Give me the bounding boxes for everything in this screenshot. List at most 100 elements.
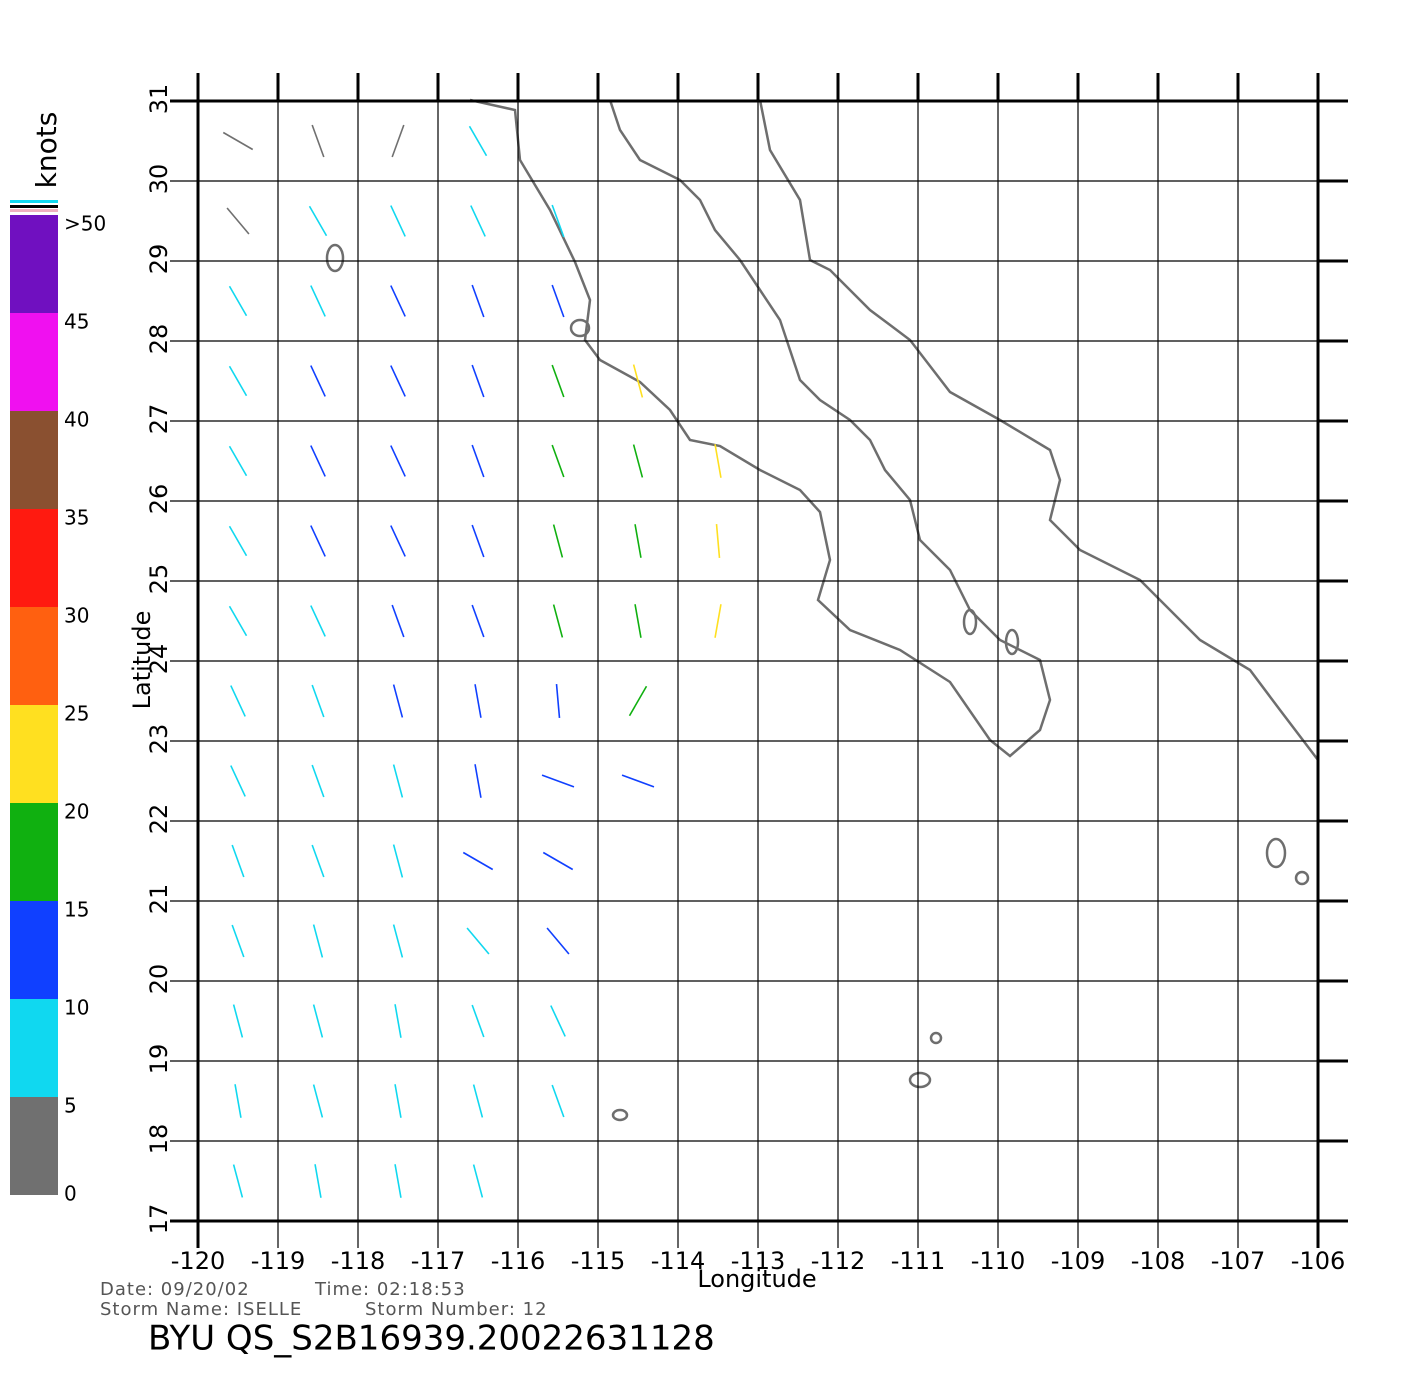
x-tick-label: -113 [731,1247,785,1275]
wind-vector [390,365,406,397]
y-tick-label: 30 [145,164,173,195]
wind-vector [232,1004,244,1038]
date: Date: 09/20/02 [100,1279,250,1300]
wind-vector [474,684,482,718]
y-tick-label: 29 [145,244,173,275]
colorbar-tick-label: 35 [64,506,89,530]
wind-vector [311,764,325,798]
wind-vector [546,927,570,955]
time: Time: 02:18:53 [314,1279,466,1300]
colorbar-tick-label: >50 [64,212,106,236]
wind-vector [228,605,248,637]
colorbar-tick-label: 45 [64,310,89,334]
colorbar-bin [10,313,58,411]
island [929,1031,943,1045]
y-tick-label: 21 [145,884,173,915]
x-tick-label: -106 [1291,1247,1345,1275]
island [325,243,345,273]
coastline [325,98,1319,1122]
wind-vector [228,285,248,317]
x-tick-label: -109 [1051,1247,1105,1275]
wind-vector [632,444,644,478]
wind-vector [551,364,565,398]
wind-vector [310,365,326,397]
wind-vector [542,851,574,871]
y-tick-label: 31 [145,84,173,115]
wind-vector [551,1084,565,1118]
x-tick-label: -112 [811,1247,865,1275]
y-tick-label: 18 [145,1124,173,1155]
wind-vector [714,444,722,478]
y-tick-label: 27 [145,404,173,435]
x-tick-label: -110 [971,1247,1025,1275]
colorbar-bin [10,509,58,607]
wind-vector [311,844,325,878]
wind-vector [394,1004,402,1038]
y-tick-label: 25 [145,564,173,595]
wind-vector [392,764,404,798]
wind-vector [551,204,565,238]
colorbar-bin [10,215,58,313]
chart-title: BYU QS_S2B16939.20022631128 [148,1319,715,1359]
colorbar-tick-label: 30 [64,604,89,628]
colorbar-bin [10,705,58,803]
storm-name: Storm Name: ISELLE [100,1299,302,1320]
wind-vector [310,605,326,637]
wind-vector [550,1005,566,1037]
island [962,608,978,636]
wind-vector [471,444,485,478]
wind-vector [230,765,246,797]
wind-vector [222,131,254,151]
wind-vector [312,1084,324,1118]
y-tick-label: 17 [145,1204,173,1235]
wind-vector [392,844,404,878]
wind-vector [390,205,406,237]
wind-vector [308,205,328,237]
wind-vector [472,1164,484,1198]
wind-vector [555,683,561,719]
island [1004,628,1020,656]
colorbar-title: knots [30,112,63,189]
wind-vector [471,284,485,318]
wind-vector [471,604,485,638]
x-axis-label: Longitude [697,1265,816,1293]
storm-number: Storm Number: 12 [365,1299,548,1320]
colorbar-tick-label: 40 [64,408,89,432]
wind-vector [632,364,644,398]
wind-vector [232,1164,244,1198]
wind-vector [462,851,494,871]
y-tick-label: 28 [145,324,173,355]
wind-vector [314,1164,322,1198]
wind-vector [390,525,406,557]
wind-vector [394,1164,402,1198]
wind-vectors [222,124,722,1198]
mainland-coast [758,99,1319,761]
y-tick-label: 20 [145,964,173,995]
colorbar-tick-label: 5 [64,1094,77,1118]
wind-vector [714,604,722,638]
baja-coast [469,98,1052,758]
y-tick-label: 22 [145,804,173,835]
wind-vector [311,124,325,158]
colorbar-bin [10,1097,58,1195]
wind-vector [466,927,490,955]
colorbar: 0 5 10 15 20 25 30 35 40 45 >50 [10,200,106,1206]
colorbar-cap [10,205,58,208]
wind-vector [226,207,250,235]
x-tick-label: -117 [411,1247,465,1275]
wind-vector [392,684,404,718]
wind-vector [470,205,486,237]
y-tick-label: 23 [145,724,173,755]
colorbar-bin [10,901,58,999]
wind-vector [392,924,404,958]
island [1294,870,1310,886]
y-axis-label: Latitude [128,611,156,710]
colorbar-bin [10,411,58,509]
island [611,1108,629,1122]
wind-vector [472,1084,484,1118]
wind-vector [471,524,485,558]
x-tick-label: -115 [571,1247,625,1275]
colorbar-bin [10,607,58,705]
wind-vector [552,524,564,558]
